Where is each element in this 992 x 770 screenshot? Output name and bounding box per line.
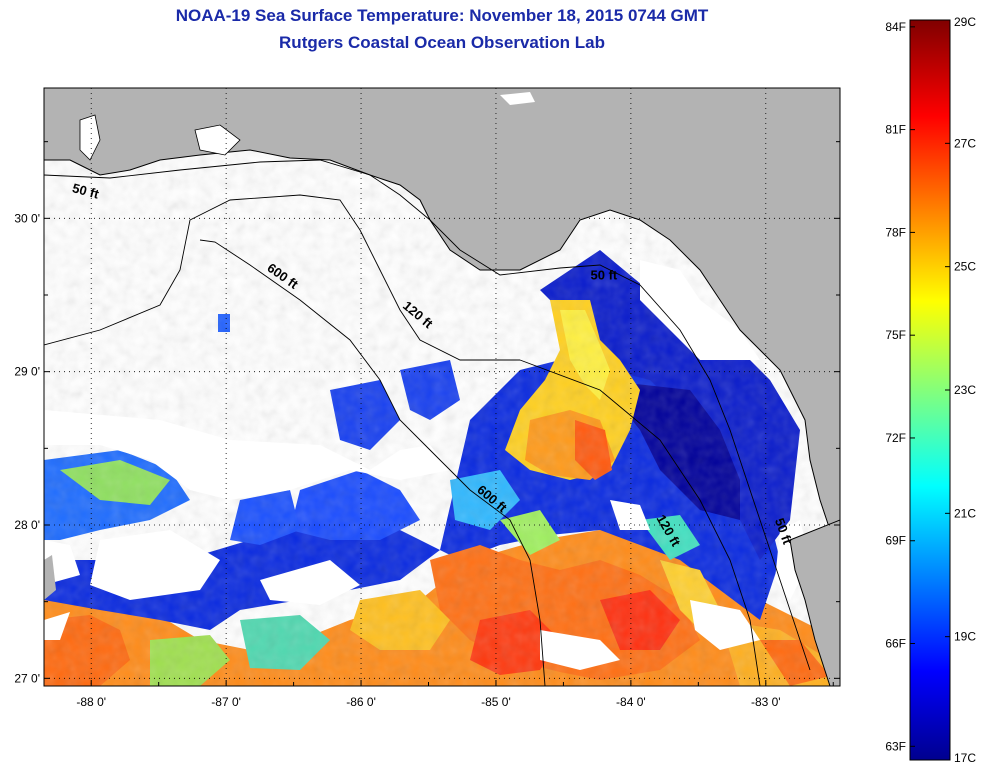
lon-tick-label: -84 0' — [616, 695, 646, 709]
cloud-mask — [44, 260, 810, 670]
lon-tick-label: -86 0' — [346, 695, 376, 709]
lon-tick-label: -88 0' — [76, 695, 106, 709]
map-title: NOAA-19 Sea Surface Temperature: Novembe… — [175, 6, 709, 25]
colorbar-fahrenheit-label: 78F — [885, 225, 906, 239]
map-frame — [43, 87, 841, 687]
contour-label: 50 ft — [591, 268, 618, 283]
contour-50ft — [44, 159, 811, 671]
contour-120ft — [44, 194, 520, 361]
colorbar-fahrenheit-label: 75F — [885, 328, 906, 342]
colorbar-celsius-label: 29C — [954, 15, 976, 29]
axis-ticks: -88 0' -87 0' -86 0' -85 0' -84 0' -83 0' 30 0… — [14, 141, 840, 709]
bathymetry-contours — [44, 159, 811, 686]
colorbar-fahrenheit-label: 63F — [885, 739, 906, 753]
colorbar-celsius-label: 19C — [954, 630, 976, 644]
colorbar-celsius-label: 17C — [954, 751, 976, 765]
lat-tick-label: 28 0' — [14, 518, 40, 532]
colorbar-celsius-label: 23C — [954, 383, 976, 397]
lon-tick-label: -83 0' — [751, 695, 781, 709]
contour-label: 50 ft — [71, 180, 101, 202]
colorbar-celsius-label: 25C — [954, 260, 976, 274]
colorbar-gradient — [909, 19, 951, 761]
lat-tick-label: 27 0' — [14, 671, 40, 685]
colorbar-fahrenheit-label: 84F — [885, 20, 906, 34]
land — [44, 88, 840, 686]
colorbar-fahrenheit-label: 69F — [885, 534, 906, 548]
colorbar-fahrenheit-label: 66F — [885, 637, 906, 651]
lat-tick-label: 30 0' — [14, 211, 40, 225]
contour-120ft-south — [519, 359, 761, 686]
map-subtitle: Rutgers Coastal Ocean Observation Lab — [279, 33, 605, 52]
lon-tick-label: -85 0' — [481, 695, 511, 709]
colorbar-fahrenheit-label: 81F — [885, 123, 906, 137]
colorbar-celsius-label: 21C — [954, 506, 976, 520]
colorbar: 29C 27C 25C 23C 21C 19C 17C 84F 81F 78F 75F 72F 69F 6… — [885, 15, 976, 765]
colorbar-fahrenheit-label: 72F — [885, 431, 906, 445]
lon-tick-label: -87 0' — [211, 695, 241, 709]
contour-600ft — [199, 239, 546, 686]
colorbar-celsius-label: 27C — [954, 136, 976, 150]
lat-tick-label: 29 0' — [14, 365, 40, 379]
